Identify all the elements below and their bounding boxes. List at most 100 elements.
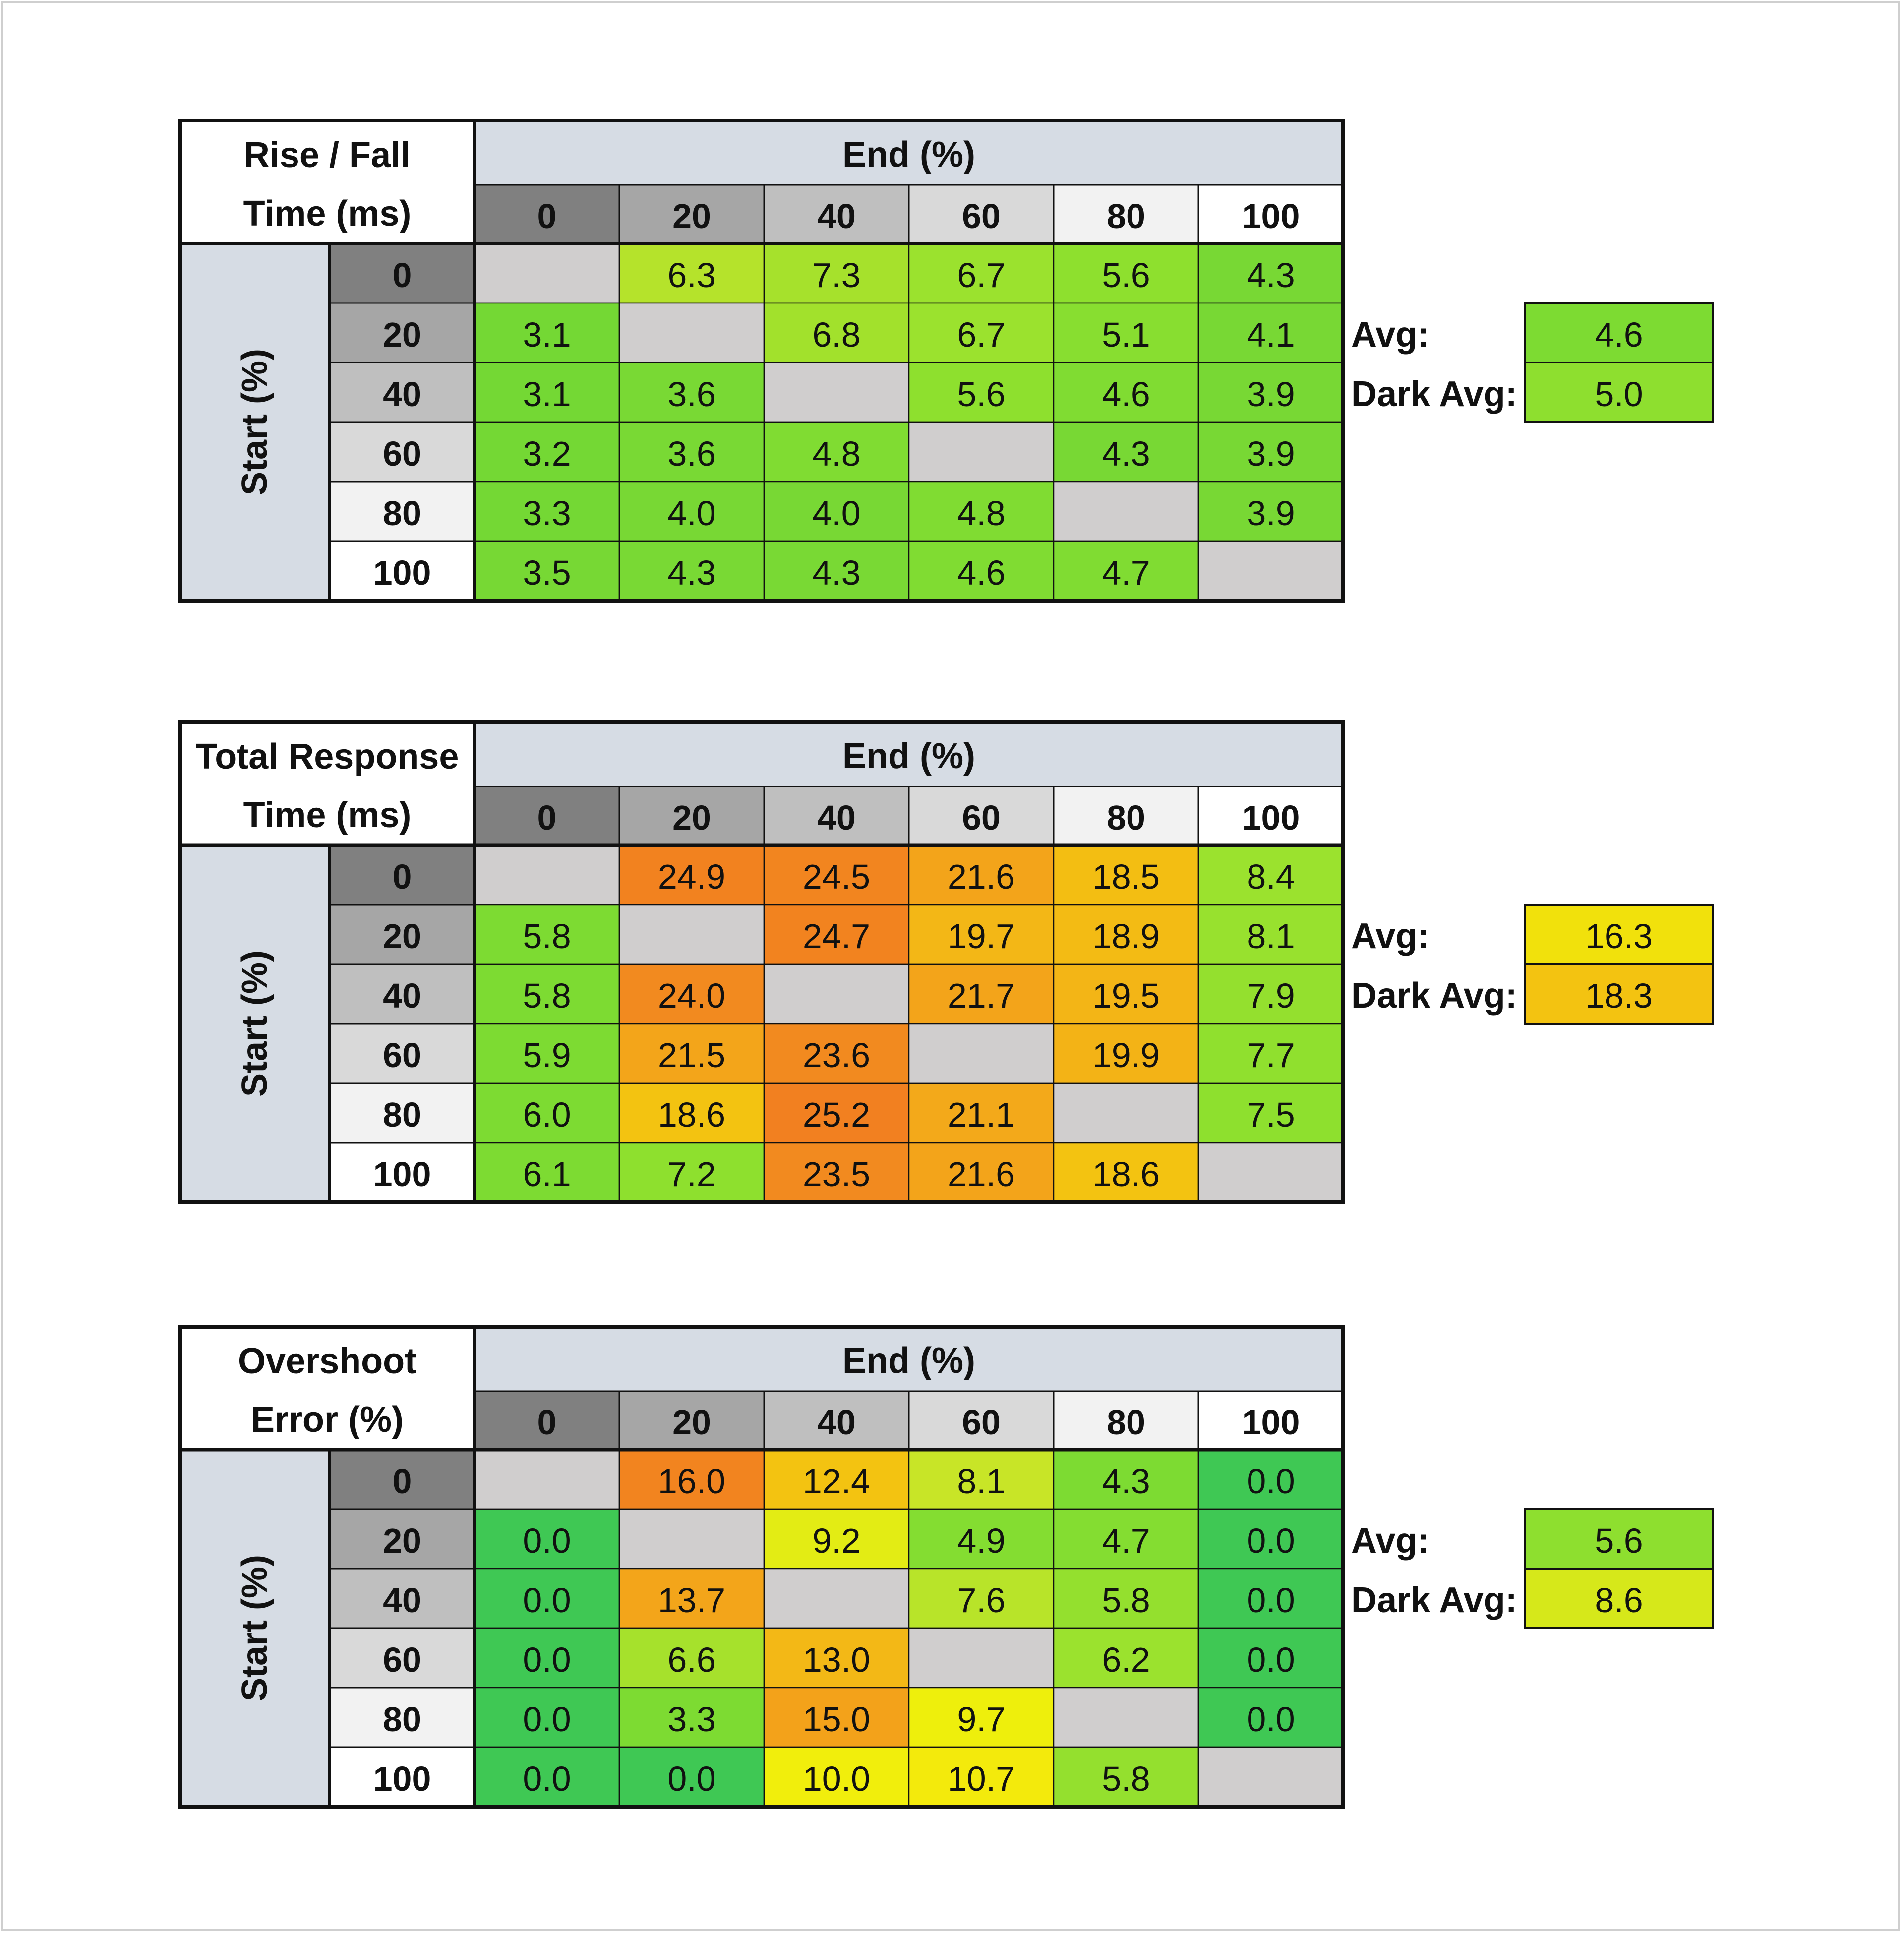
summary-box <box>1524 1568 1714 1629</box>
cell-value: 16.0 <box>658 1462 725 1501</box>
table-title-box <box>179 120 476 244</box>
heatmap-cell <box>908 362 1055 423</box>
row-header-20 <box>329 1508 476 1570</box>
table-title-box <box>179 721 476 846</box>
row-header-label: 0 <box>393 256 412 295</box>
heatmap-cell <box>1053 1746 1199 1808</box>
column-header-40 <box>763 1390 910 1451</box>
cell-value: 19.9 <box>1092 1036 1160 1075</box>
cell-value: 12.4 <box>803 1462 870 1501</box>
row-header-label: 100 <box>373 1759 431 1798</box>
cell-value: 4.3 <box>812 553 860 592</box>
column-header-label: 40 <box>817 798 856 837</box>
heatmap-cell <box>1197 1627 1344 1689</box>
cell-value: 0.0 <box>667 1759 715 1798</box>
column-header-0 <box>474 1390 620 1451</box>
cell-value: 10.7 <box>948 1759 1015 1798</box>
heatmap-cell <box>763 904 910 965</box>
column-header-label: 80 <box>1107 1403 1145 1442</box>
heatmap-cell <box>908 963 1055 1025</box>
heatmap-cell <box>474 904 620 965</box>
cell-value: 3.9 <box>1247 434 1295 473</box>
cell-value: 3.6 <box>667 434 715 473</box>
diagonal-cell <box>1197 540 1344 602</box>
heatmap-cell <box>1053 963 1199 1025</box>
heatmap-cell <box>618 362 765 423</box>
heatmap-table-3: Overshoot Error (%) End (%) 0 20 40 60 80 100 Sta… <box>178 1325 1714 1809</box>
cell-value: 21.5 <box>658 1036 725 1075</box>
heatmap-cell <box>618 540 765 602</box>
cell-value: 4.0 <box>812 494 860 533</box>
summary-value: 18.3 <box>1585 976 1653 1015</box>
column-header-label: 60 <box>962 1403 1001 1442</box>
column-header-label: 0 <box>537 798 557 837</box>
summary-label: Avg: <box>1351 315 1429 355</box>
summary-label: Avg: <box>1351 1521 1429 1561</box>
heatmap-cell <box>1197 904 1344 965</box>
heatmap-cell <box>1197 1568 1344 1629</box>
cell-value: 7.3 <box>812 256 860 295</box>
heatmap-cell <box>618 844 765 906</box>
heatmap-cell <box>1053 1023 1199 1084</box>
diagonal-cell <box>1053 1082 1199 1144</box>
heatmap-cell <box>474 302 620 363</box>
cell-value: 3.6 <box>667 375 715 414</box>
cell-value: 3.9 <box>1247 494 1295 533</box>
cell-value: 23.6 <box>803 1036 870 1075</box>
cell-value: 8.1 <box>1247 917 1295 956</box>
heatmap-table-1: Rise / Fall Time (ms) End (%) 0 20 40 60 80 100 S… <box>178 119 1714 603</box>
column-header-label: 100 <box>1242 1403 1300 1442</box>
heatmap-cell <box>1053 1142 1199 1203</box>
heatmap-cell <box>908 1746 1055 1808</box>
end-header-label: End (%) <box>842 1341 975 1381</box>
summary-box <box>1524 904 1714 965</box>
heatmap-cell <box>908 1687 1055 1748</box>
column-header-40 <box>763 786 910 846</box>
cell-value: 5.9 <box>523 1036 571 1075</box>
heatmap-cell <box>618 1142 765 1203</box>
heatmap-cell <box>1197 1023 1344 1084</box>
cell-value: 3.3 <box>667 1700 715 1739</box>
heatmap-cell <box>1197 1687 1344 1748</box>
summary-box <box>1524 963 1714 1025</box>
column-header-20 <box>618 184 765 244</box>
cell-value: 0.0 <box>523 1700 571 1739</box>
heatmap-cell <box>908 1508 1055 1570</box>
cell-value: 4.3 <box>1247 256 1295 295</box>
heatmap-cell <box>908 1449 1055 1510</box>
diagonal-cell <box>1053 1687 1199 1748</box>
table-title-box <box>179 1326 476 1451</box>
heatmap-cell <box>1053 362 1199 423</box>
cell-value: 0.0 <box>1247 1521 1295 1560</box>
row-header-60 <box>329 1023 476 1084</box>
summary-value: 16.3 <box>1585 917 1653 956</box>
summary-value: 4.6 <box>1595 315 1643 354</box>
cell-value: 0.0 <box>1247 1581 1295 1620</box>
cell-value: 19.5 <box>1092 976 1160 1015</box>
column-header-100 <box>1197 786 1344 846</box>
summary-box <box>1524 302 1714 363</box>
heatmap-cell <box>474 362 620 423</box>
start-header-label: Start (%) <box>235 349 275 495</box>
diagonal-cell <box>618 1508 765 1570</box>
heatmap-cell <box>1197 421 1344 483</box>
row-header-label: 20 <box>383 1521 421 1560</box>
cell-value: 7.7 <box>1247 1036 1295 1075</box>
heatmap-cell <box>908 540 1055 602</box>
cell-value: 5.8 <box>523 976 571 1015</box>
heatmap-cell <box>618 1082 765 1144</box>
cell-value: 19.7 <box>948 917 1015 956</box>
cell-value: 3.1 <box>523 315 571 354</box>
heatmap-cell <box>763 1746 910 1808</box>
cell-value: 7.6 <box>957 1581 1005 1620</box>
start-header-label: Start (%) <box>235 950 275 1097</box>
cell-value: 3.9 <box>1247 375 1295 414</box>
cell-value: 6.3 <box>667 256 715 295</box>
row-header-label: 40 <box>383 976 421 1015</box>
row-header-label: 20 <box>383 917 421 956</box>
cell-value: 0.0 <box>1247 1700 1295 1739</box>
cell-value: 21.6 <box>948 1155 1015 1194</box>
heatmap-cell <box>908 1082 1055 1144</box>
